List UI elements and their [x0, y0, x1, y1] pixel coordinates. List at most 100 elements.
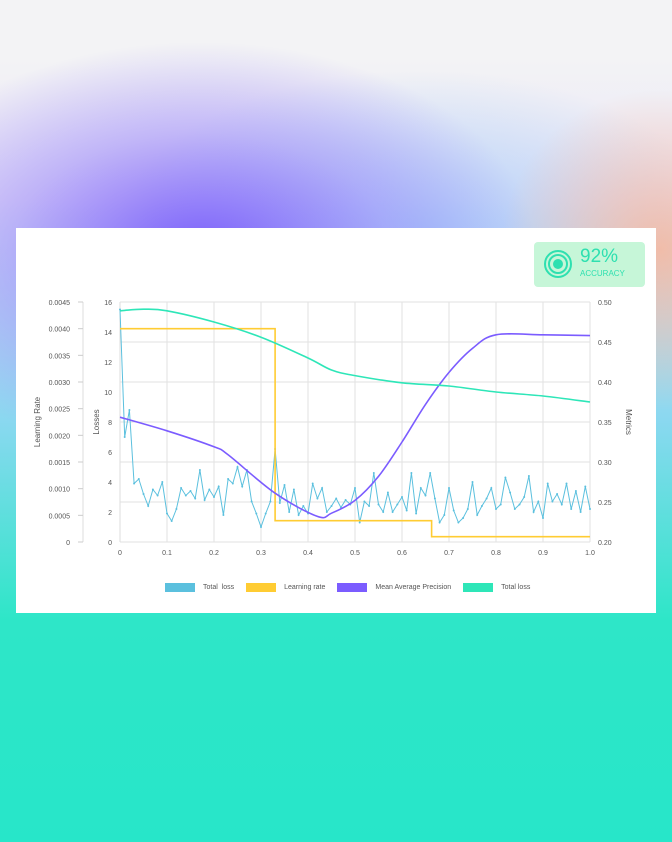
legend-label: Learning rate [284, 584, 326, 591]
legend-label: Total loss [501, 584, 531, 591]
data-point [297, 514, 300, 516]
data-point [377, 503, 380, 506]
losses-tick-label: 12 [104, 360, 112, 367]
data-point [509, 491, 512, 494]
data-point [344, 499, 347, 501]
data-point [438, 521, 441, 524]
metrics-tick-label: 0.20 [598, 540, 612, 547]
data-point [405, 509, 408, 512]
data-point [133, 482, 136, 485]
data-point [142, 493, 145, 495]
data-point [546, 482, 549, 485]
losses-tick-label: 4 [108, 480, 112, 487]
losses-tick-label: 2 [108, 510, 112, 517]
data-point [147, 505, 150, 507]
x-tick-label: 0.8 [491, 550, 501, 557]
data-point [283, 484, 286, 486]
data-point [396, 503, 399, 506]
data-point [231, 482, 234, 485]
data-point [556, 493, 559, 495]
data-point [321, 487, 324, 489]
data-point [415, 512, 418, 515]
data-point [288, 511, 291, 513]
data-point [330, 505, 333, 507]
legend-item[interactable]: Mean Average Precision [337, 583, 451, 592]
data-point [462, 517, 465, 519]
data-point [227, 478, 230, 480]
learning-rate-tick-label: 0.0035 [49, 353, 71, 360]
data-point [311, 482, 314, 485]
data-point [316, 497, 319, 500]
data-point [476, 514, 479, 516]
data-point [589, 508, 591, 510]
data-point [170, 520, 173, 522]
y-axis-label-metrics: Metrics [624, 409, 633, 435]
legend-label: Total loss [203, 584, 235, 591]
data-point [137, 478, 140, 480]
x-tick-label: 1.0 [585, 550, 595, 557]
data-point [278, 502, 281, 504]
data-point [363, 500, 366, 503]
data-point [250, 500, 253, 503]
data-point [198, 469, 201, 471]
x-tick-label: 0.1 [162, 550, 172, 557]
data-point [532, 511, 535, 513]
data-point [189, 490, 192, 492]
data-point [527, 475, 530, 477]
data-point [382, 511, 385, 513]
accuracy-value: 92% [580, 246, 619, 267]
data-point [255, 512, 258, 515]
data-point [448, 487, 450, 489]
metrics-tick-label: 0.40 [598, 380, 612, 387]
chart-card [16, 228, 656, 613]
data-point [208, 488, 211, 491]
losses-tick-label: 8 [108, 420, 112, 427]
x-tick-label: 0.7 [444, 550, 454, 557]
data-point [391, 511, 394, 513]
data-point [466, 508, 469, 510]
x-tick-label: 0.2 [209, 550, 219, 557]
data-point [574, 490, 577, 492]
y-axis-label-losses: Losses [92, 409, 101, 434]
data-point [128, 409, 131, 411]
legend-swatch [246, 583, 277, 592]
data-point [180, 487, 183, 489]
metrics-tick-label: 0.30 [598, 460, 612, 467]
x-tick-label: 0.9 [538, 550, 548, 557]
legend-item[interactable]: Learning rate [246, 583, 325, 592]
x-tick-label: 0.5 [350, 550, 360, 557]
legend-swatch [337, 583, 368, 592]
learning-rate-tick-label: 0.0020 [49, 433, 71, 440]
data-point [241, 485, 244, 488]
data-point [471, 481, 474, 483]
data-point [302, 505, 305, 507]
metrics-tick-label: 0.35 [598, 420, 612, 427]
data-point [264, 512, 267, 515]
series-line-3 [119, 308, 591, 403]
learning-rate-tick-label: 0.0010 [49, 487, 71, 494]
learning-rate-tick-label: 0 [66, 540, 70, 547]
legend: Total loss Learning rate Mean Average Pr… [165, 583, 542, 592]
data-point [123, 436, 126, 438]
legend-item[interactable]: Total loss [463, 583, 530, 592]
y-axis-label-learning-rate: Learning Rate [33, 396, 42, 447]
data-point [236, 466, 239, 468]
learning-rate-tick-label: 0.0005 [49, 513, 71, 520]
data-point [504, 476, 507, 479]
data-point [480, 505, 483, 507]
data-point [537, 500, 540, 503]
data-point [443, 514, 446, 516]
data-point [401, 496, 403, 498]
losses-tick-label: 16 [104, 300, 112, 307]
data-point [551, 500, 554, 503]
data-point [166, 512, 168, 515]
data-point [485, 497, 488, 500]
legend-item[interactable]: Total loss [165, 583, 234, 592]
metrics-tick-label: 0.25 [598, 500, 612, 507]
legend-label: Mean Average Precision [375, 584, 452, 591]
data-point [424, 494, 427, 497]
data-point [386, 491, 389, 494]
data-point [213, 496, 215, 498]
data-point [457, 521, 460, 524]
legend-swatch [463, 583, 494, 592]
